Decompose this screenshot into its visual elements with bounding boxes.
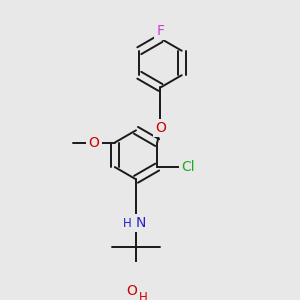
- Text: O: O: [155, 121, 166, 135]
- Text: H: H: [123, 217, 132, 230]
- Text: F: F: [157, 24, 164, 38]
- Text: N: N: [135, 216, 146, 230]
- Text: O: O: [88, 136, 99, 150]
- Text: Cl: Cl: [181, 160, 195, 174]
- Text: H: H: [139, 291, 147, 300]
- Text: O: O: [126, 284, 137, 298]
